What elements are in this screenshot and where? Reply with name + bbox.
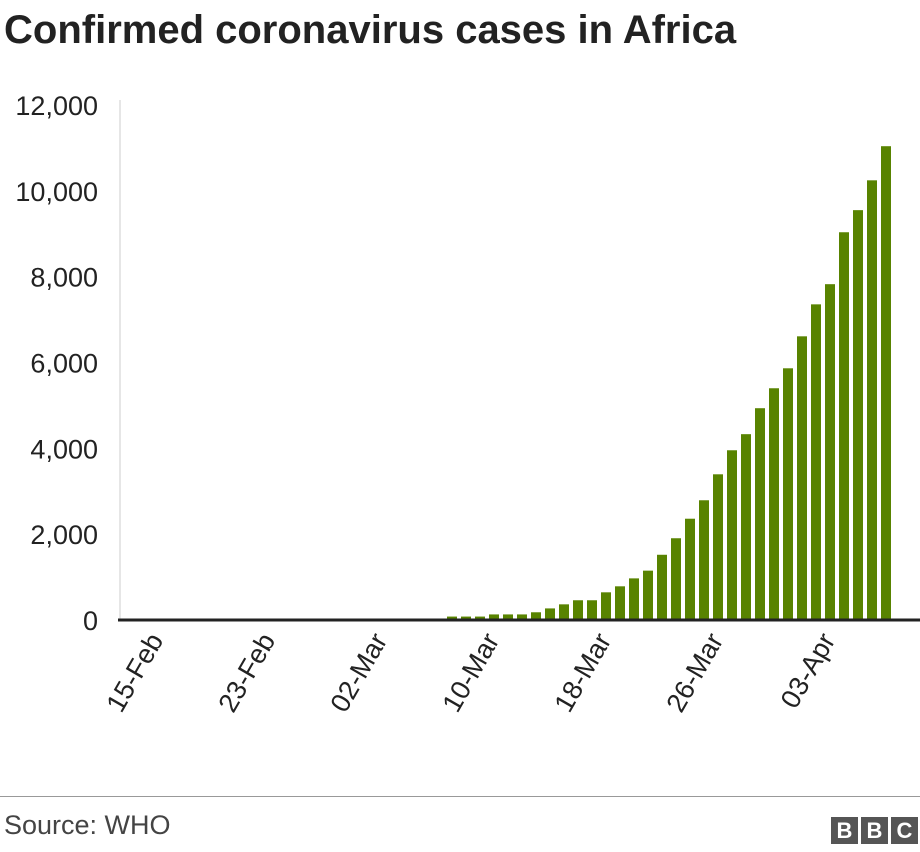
y-tick-label: 12,000 [15,91,98,121]
bar [587,600,597,620]
chart-title: Confirmed coronavirus cases in Africa [4,8,737,52]
bar [671,538,681,620]
bar [699,500,709,620]
x-tick-label: 03-Apr [775,628,842,713]
bar [615,586,625,620]
bar [531,612,541,620]
bar [811,304,821,620]
source-note: Source: WHO [4,810,171,840]
bar [517,614,527,620]
bbc-logo: B B C [831,817,918,844]
x-tick-label: 10-Mar [436,628,505,717]
bar [601,592,611,620]
bar [755,408,765,620]
bar [853,210,863,621]
y-tick-label: 2,000 [30,520,98,550]
bar [559,604,569,620]
bar [573,600,583,620]
bar [741,434,751,620]
bar [643,570,653,620]
y-tick-label: 4,000 [30,434,98,464]
bar [867,180,877,620]
bbc-logo-letter: B [861,817,888,844]
bar [825,284,835,620]
x-tick-label: 23-Feb [212,628,281,717]
bbc-logo-letter: C [891,817,918,844]
bar [447,616,457,620]
bar [713,474,723,620]
bar-chart: 0 2,000 4,000 6,000 8,000 10,000 12,000 15-Feb… [15,91,920,717]
footer-divider [0,796,920,797]
bar [475,616,485,620]
x-tick-label: 26-Mar [660,628,729,717]
bar [629,578,639,620]
bar [461,616,471,620]
x-tick-label: 15-Feb [100,628,169,717]
bar [797,336,807,620]
bar [657,554,667,620]
bar [545,608,555,620]
bar [783,368,793,620]
y-tick-label: 6,000 [30,349,98,379]
bar [503,614,513,620]
bar [839,232,849,620]
x-tick-label: 02-Mar [324,628,393,717]
y-tick-label: 0 [83,606,98,636]
y-tick-label: 10,000 [15,177,98,207]
bar [489,614,499,620]
bar [881,146,891,620]
bbc-logo-letter: B [831,817,858,844]
bar [769,388,779,620]
y-tick-label: 8,000 [30,263,98,293]
x-tick-label: 18-Mar [548,628,617,717]
bar [727,450,737,620]
bar [685,518,695,620]
